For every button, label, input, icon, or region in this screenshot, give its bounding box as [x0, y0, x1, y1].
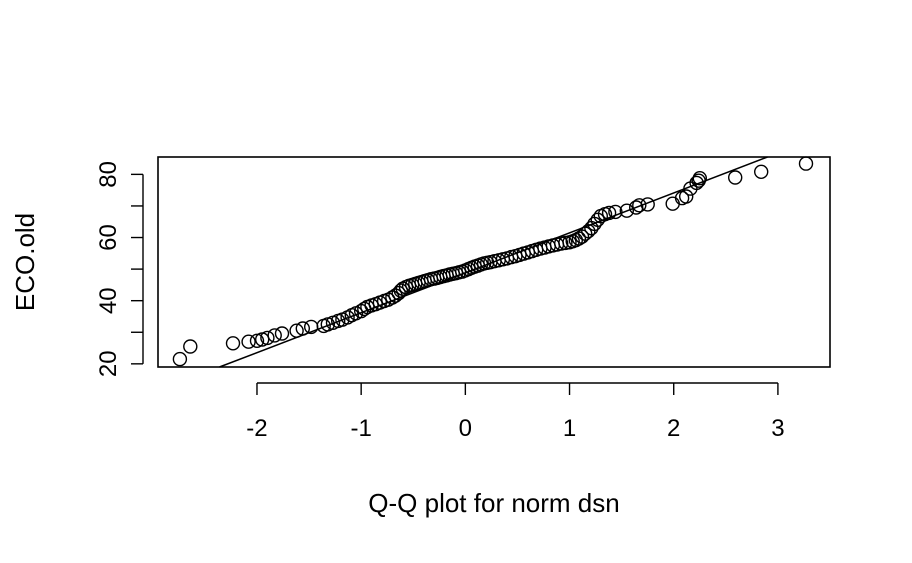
data-point: [241, 334, 256, 349]
points-layer: [172, 156, 814, 367]
data-point: [260, 330, 275, 346]
data-point: [274, 326, 290, 341]
data-point: [267, 328, 282, 343]
x-tick-label: -1: [350, 415, 371, 442]
x-tick-label: -2: [246, 415, 267, 442]
x-tick-label: 2: [667, 415, 680, 442]
reference-line-layer: [219, 156, 768, 368]
data-point: [728, 170, 743, 185]
data-point: [249, 333, 265, 348]
data-point: [689, 175, 704, 191]
y-axis-title: ECO.old: [10, 213, 40, 311]
data-point: [601, 205, 617, 221]
data-point: [692, 170, 707, 186]
y-tick-label: 60: [95, 224, 122, 251]
data-point: [754, 164, 769, 180]
x-tick-label: 1: [563, 415, 576, 442]
data-point: [619, 203, 634, 218]
data-point: [640, 197, 655, 212]
y-tick-label: 40: [95, 287, 122, 314]
data-point: [679, 189, 694, 204]
data-point: [183, 339, 198, 354]
data-point: [632, 198, 647, 213]
x-axis-title: Q-Q plot for norm dsn: [368, 488, 619, 518]
x-tick-label: 0: [459, 415, 472, 442]
data-point: [172, 351, 188, 367]
y-tick-label: 80: [95, 161, 122, 188]
data-point: [798, 156, 814, 171]
x-axis: -2 -1 0 1 2 3: [246, 382, 785, 442]
y-tick-label: 20: [95, 350, 122, 377]
data-point: [225, 336, 241, 351]
x-tick-label: 3: [771, 415, 784, 442]
plot-frame: [157, 156, 831, 368]
y-axis: 20 40 60 80: [95, 161, 144, 377]
data-point: [665, 196, 680, 211]
data-point: [608, 204, 623, 220]
data-point: [554, 236, 569, 251]
reference-line: [219, 156, 768, 368]
